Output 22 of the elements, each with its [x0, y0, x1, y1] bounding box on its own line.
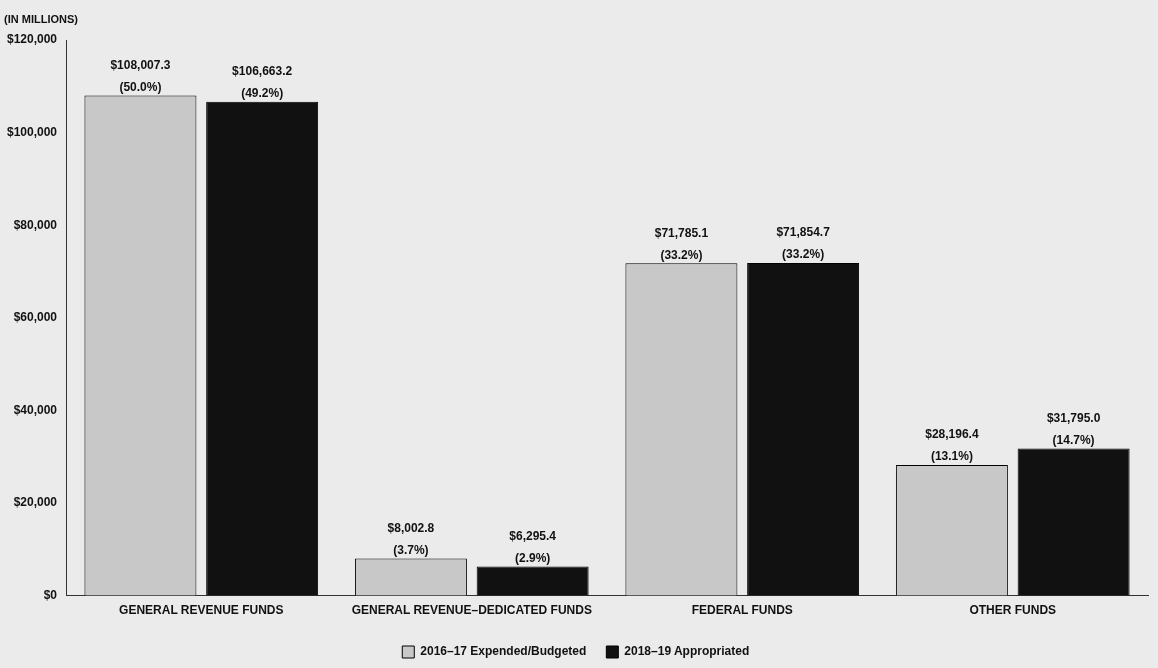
data-label: $28,196.4 (13.1%) — [925, 427, 979, 464]
data-label: $8,002.8 (3.7%) — [387, 520, 435, 557]
x-tick-label: GENERAL REVENUE FUNDS — [119, 603, 284, 618]
data-label: $71,854.7 (33.2%) — [776, 225, 831, 262]
y-tick-label: $20,000 — [13, 495, 58, 510]
y-tick-label: $80,000 — [13, 217, 58, 232]
data-label: $106,663.2 (49.2%) — [232, 64, 293, 101]
x-tick-label: OTHER FUNDS — [969, 603, 1057, 618]
legend-label: 2016–17 Expended/Budgeted — [420, 644, 587, 659]
y-axis-title: (IN MILLIONS) — [4, 13, 79, 26]
data-label: $71,785.1 (33.2%) — [654, 225, 709, 262]
data-label: $31,795.0 (14.7%) — [1046, 410, 1101, 447]
data-label: $108,007.3 (50.0%) — [110, 57, 171, 94]
x-tick-label: GENERAL REVENUE–DEDICATED FUNDS — [351, 603, 592, 618]
y-tick-label: $0 — [43, 587, 58, 602]
x-tick-label: FEDERAL FUNDS — [691, 603, 793, 618]
y-tick-label: $120,000 — [6, 32, 58, 47]
legend-label: 2018–19 Appropriated — [624, 644, 750, 659]
data-label: $6,295.4 (2.9%) — [509, 528, 557, 565]
y-tick-label: $40,000 — [13, 402, 58, 417]
y-tick-label: $60,000 — [13, 310, 58, 325]
y-tick-label: $100,000 — [6, 124, 58, 139]
